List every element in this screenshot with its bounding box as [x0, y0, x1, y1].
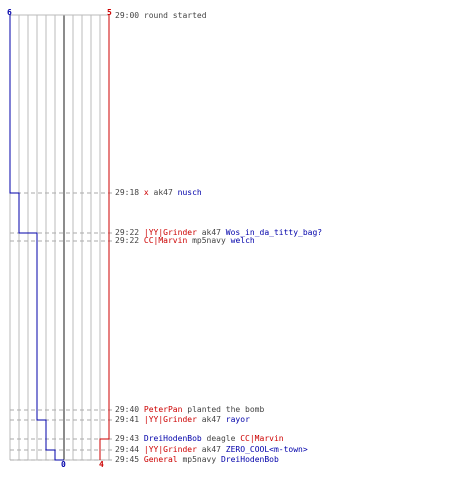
log-line: 29:41 |YY|Grinder ak47 rayor [115, 415, 250, 425]
log-line: 29:40 PeterPan planted the bomb [115, 405, 264, 415]
event-time: 29:22 [115, 236, 144, 245]
blue-player-name: Wos_in_da_titty_bag? [225, 228, 323, 237]
blue-player-name: nusch [177, 188, 202, 197]
blue-player-name: DreiHodenBob [220, 455, 279, 464]
blue-player-name: rayor [225, 415, 250, 424]
red-player-name: CC|Marvin [143, 236, 188, 245]
red-end-score: 4 [99, 460, 104, 469]
grid-lines [9, 14, 110, 461]
red-player-name: |YY|Grinder [143, 228, 197, 237]
red-start-score: 5 [107, 8, 112, 17]
log-line: 29:43 DreiHodenBob deagle CC|Marvin [115, 434, 284, 444]
event-time: 29:44 [115, 445, 144, 454]
blue-end-score: 0 [61, 460, 66, 469]
event-text: mp5navy [177, 455, 221, 464]
event-text: ak47 [196, 228, 226, 237]
log-line: 29:22 |YY|Grinder ak47 Wos_in_da_titty_b… [115, 228, 322, 238]
blue-player-name: welch [230, 236, 255, 245]
red-player-name: PeterPan [143, 405, 183, 414]
log-line: 29:18 x ak47 nusch [115, 188, 202, 198]
event-text: mp5navy [187, 236, 231, 245]
blue-start-score: 6 [7, 8, 12, 17]
event-time: 29:41 [115, 415, 144, 424]
event-time: 29:43 [115, 434, 144, 443]
event-text: deagle [201, 434, 241, 443]
event-time: 29:18 [115, 188, 144, 197]
red-player-name: |YY|Grinder [143, 445, 197, 454]
log-line: 29:44 |YY|Grinder ak47 ZERO_COOL<m-town> [115, 445, 308, 455]
blue-player-name: DreiHodenBob [143, 434, 202, 443]
event-text: ak47 [148, 188, 178, 197]
event-time: 29:00 [115, 11, 144, 20]
red-player-name: |YY|Grinder [143, 415, 197, 424]
red-player-name: CC|Marvin [240, 434, 284, 443]
blue-team-line [9, 15, 64, 461]
event-text: round started [143, 11, 207, 20]
event-text: planted the bomb [182, 405, 265, 414]
log-line: 29:00 round started [115, 11, 207, 21]
red-team-line [99, 15, 110, 460]
blue-player-name: ZERO_COOL<m-town> [225, 445, 308, 454]
event-time: 29:45 [115, 455, 144, 464]
red-player-name: x [143, 188, 149, 197]
event-text: ak47 [196, 445, 226, 454]
event-time: 29:40 [115, 405, 144, 414]
log-line: 29:22 CC|Marvin mp5navy welch [115, 236, 255, 246]
red-player-name: General [143, 455, 178, 464]
log-line: 29:45 General mp5navy DreiHodenBob [115, 455, 279, 465]
event-time: 29:22 [115, 228, 144, 237]
event-text: ak47 [196, 415, 226, 424]
